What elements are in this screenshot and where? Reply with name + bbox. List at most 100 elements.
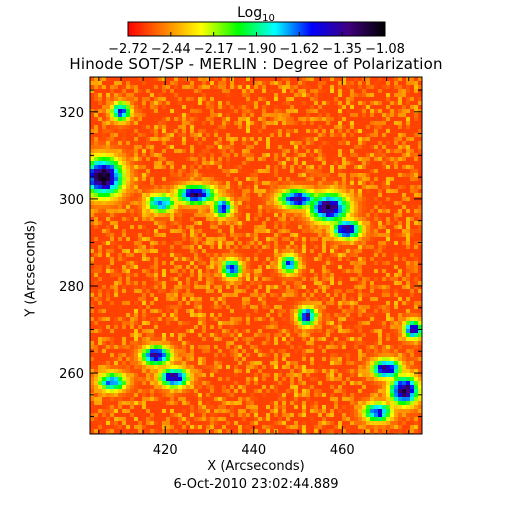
heatmap-cell (370, 273, 374, 277)
heatmap-cell (162, 113, 166, 117)
heatmap-cell (146, 101, 150, 105)
heatmap-cell (110, 241, 114, 245)
heatmap-cell (154, 209, 158, 213)
heatmap-cell (178, 121, 182, 125)
heatmap-cell (390, 265, 394, 269)
heatmap-cell (174, 165, 178, 169)
heatmap-cell (278, 253, 282, 257)
heatmap-cell (382, 313, 386, 317)
heatmap-cell (218, 305, 222, 309)
heatmap-cell (114, 209, 118, 213)
heatmap-cell (142, 277, 146, 281)
heatmap-cell (214, 249, 218, 253)
heatmap-cell (314, 149, 318, 153)
heatmap-cell (318, 153, 322, 157)
heatmap-cell (142, 145, 146, 149)
heatmap-cell (202, 233, 206, 237)
heatmap-cell (314, 277, 318, 281)
heatmap-cell (214, 261, 218, 265)
heatmap-cell (342, 161, 346, 165)
heatmap-cell (366, 161, 370, 165)
heatmap-cell (226, 157, 230, 161)
heatmap-cell (330, 245, 334, 249)
heatmap-cell (418, 149, 422, 153)
heatmap-cell (370, 265, 374, 269)
heatmap-cell (290, 237, 294, 241)
heatmap-cell (238, 197, 242, 201)
heatmap-cell (150, 213, 154, 217)
heatmap-cell (306, 249, 310, 253)
heatmap-cell (102, 113, 106, 117)
heatmap-cell (298, 125, 302, 129)
heatmap-cell (106, 233, 110, 237)
heatmap-cell (390, 281, 394, 285)
heatmap-cell (278, 269, 282, 273)
heatmap-cell (346, 101, 350, 105)
heatmap-cell (242, 205, 246, 209)
heatmap-cell (354, 289, 358, 293)
heatmap-cell (130, 145, 134, 149)
heatmap-cell (278, 217, 282, 221)
heatmap-cell (410, 301, 414, 305)
heatmap-cell (98, 89, 102, 93)
heatmap-cell (154, 177, 158, 181)
heatmap-cell (314, 281, 318, 285)
heatmap-cell (282, 97, 286, 101)
heatmap-cell (318, 237, 322, 241)
heatmap-cell (350, 77, 354, 81)
heatmap-cell (294, 249, 298, 253)
heatmap-cell (342, 181, 346, 185)
heatmap-cell (122, 133, 126, 137)
heatmap-cell (226, 141, 230, 145)
heatmap-cell (366, 97, 370, 101)
heatmap-cell (98, 77, 102, 81)
heatmap-cell (194, 209, 198, 213)
heatmap-cell (302, 245, 306, 249)
heatmap-cell (90, 93, 94, 97)
heatmap-cell (138, 245, 142, 249)
heatmap-cell (126, 269, 130, 273)
heatmap-cell (410, 197, 414, 201)
heatmap-cell (262, 93, 266, 97)
heatmap-cell (230, 213, 234, 217)
heatmap-cell (406, 145, 410, 149)
heatmap-cell (106, 89, 110, 93)
heatmap-cell (242, 201, 246, 205)
heatmap-cell (194, 177, 198, 181)
heatmap-cell (114, 161, 118, 165)
heatmap-cell (394, 293, 398, 297)
heatmap-cell (342, 145, 346, 149)
heatmap-cell (102, 201, 106, 205)
heatmap-cell (334, 225, 338, 229)
heatmap-cell (270, 137, 274, 141)
heatmap-cell (182, 193, 186, 197)
heatmap-cell (330, 149, 334, 153)
heatmap-cell (410, 177, 414, 181)
heatmap-cell (306, 253, 310, 257)
heatmap-cell (142, 285, 146, 289)
heatmap-cell (182, 89, 186, 93)
heatmap-cell (222, 93, 226, 97)
heatmap-cell (262, 265, 266, 269)
heatmap-cell (398, 149, 402, 153)
heatmap-cell (90, 137, 94, 141)
heatmap-cell (98, 285, 102, 289)
heatmap-cell (382, 125, 386, 129)
heatmap-cell (174, 217, 178, 221)
heatmap-cell (402, 181, 406, 185)
heatmap-cell (346, 181, 350, 185)
heatmap-cell (134, 225, 138, 229)
heatmap-cell (262, 309, 266, 313)
heatmap-cell (226, 105, 230, 109)
heatmap-cell (402, 309, 406, 313)
heatmap-cell (146, 245, 150, 249)
heatmap-cell (194, 293, 198, 297)
heatmap-cell (90, 221, 94, 225)
heatmap-cell (214, 313, 218, 317)
heatmap-cell (270, 285, 274, 289)
heatmap-cell (178, 281, 182, 285)
heatmap-cell (310, 261, 314, 265)
heatmap-cell (302, 141, 306, 145)
heatmap-cell (214, 281, 218, 285)
heatmap-cell (358, 117, 362, 121)
